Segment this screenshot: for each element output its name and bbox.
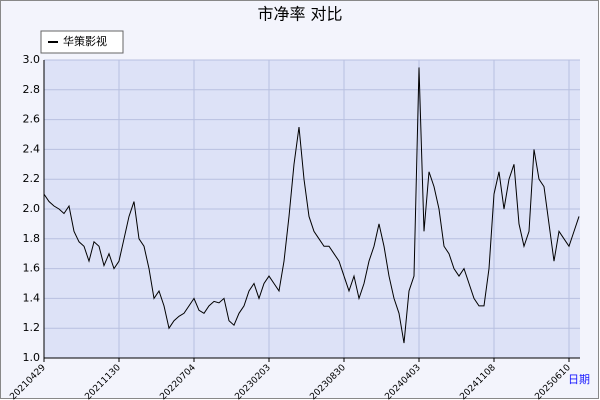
y-tick-label: 1.8 [23,232,41,245]
y-tick-label: 2.4 [23,142,41,155]
y-tick-label: 2.6 [23,113,41,126]
y-tick-label: 2.0 [23,202,41,215]
y-tick-label: 2.2 [23,172,41,185]
line-series [43,67,580,344]
y-tick-label: 1.2 [23,321,41,334]
legend-box [40,30,124,54]
chart-title: 市净率 对比 [257,5,342,24]
y-tick-label: 1.4 [23,291,41,304]
y-tick-label: 2.8 [23,83,41,96]
y-tick-label: 1.6 [23,262,41,275]
y-tick-label: 3.0 [23,53,41,66]
x-axis-label: 日期 [568,373,590,386]
y-tick-label: 1.0 [23,351,41,364]
legend-label: 华策影视 [63,34,107,48]
